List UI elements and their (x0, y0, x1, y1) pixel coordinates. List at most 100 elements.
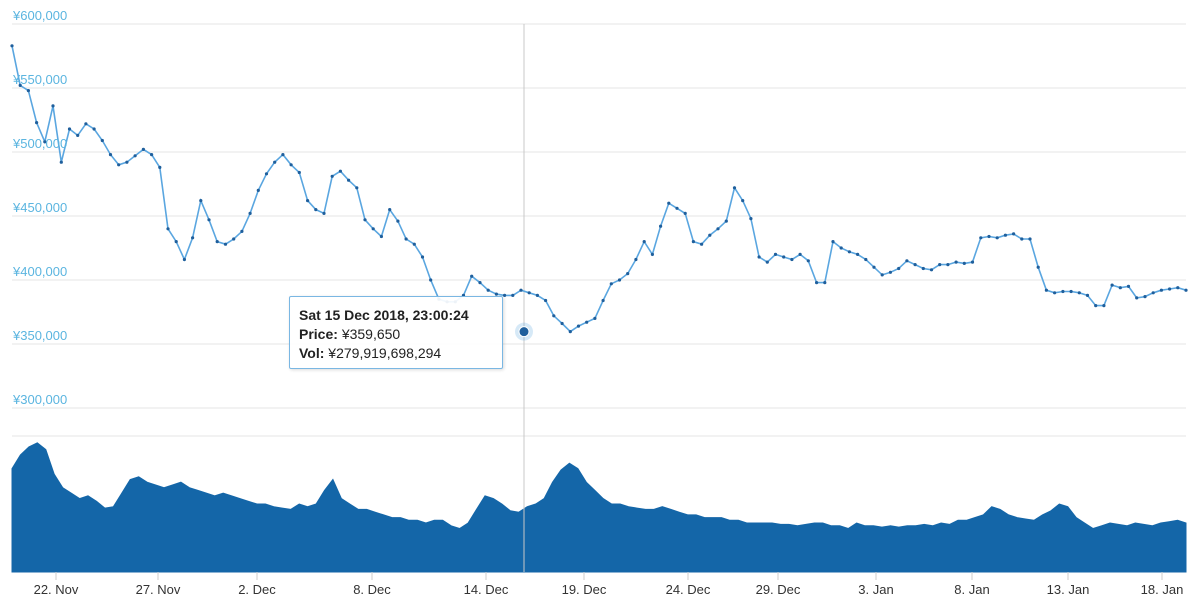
price-point[interactable] (585, 320, 589, 324)
price-point[interactable] (691, 240, 696, 244)
price-point[interactable] (503, 293, 507, 297)
price-point[interactable] (363, 218, 367, 222)
price-point[interactable] (256, 188, 260, 192)
price-point[interactable] (1168, 287, 1172, 291)
price-point[interactable] (429, 278, 433, 282)
price-point[interactable] (593, 316, 597, 320)
price-point[interactable] (1044, 288, 1048, 292)
price-point[interactable] (1085, 293, 1090, 297)
price-point[interactable] (535, 293, 540, 297)
price-point[interactable] (117, 163, 121, 167)
price-point[interactable] (494, 292, 498, 296)
price-point[interactable] (420, 255, 425, 259)
price-point[interactable] (987, 234, 991, 239)
price-point[interactable] (1094, 304, 1098, 308)
price-point[interactable] (716, 227, 720, 231)
price-point[interactable] (125, 160, 129, 164)
price-point[interactable] (18, 83, 22, 87)
price-point[interactable] (478, 281, 482, 285)
price-point[interactable] (182, 257, 186, 262)
price-point[interactable] (732, 186, 737, 190)
price-point[interactable] (1012, 232, 1016, 236)
price-point[interactable] (741, 199, 745, 203)
price-point[interactable] (281, 153, 285, 157)
price-point[interactable] (700, 242, 704, 246)
price-point[interactable] (905, 259, 909, 263)
price-point[interactable] (1069, 289, 1073, 294)
price-point[interactable] (150, 153, 154, 157)
price-point[interactable] (527, 291, 531, 295)
price-point[interactable] (552, 314, 556, 318)
price-point[interactable] (240, 229, 244, 233)
price-point[interactable] (273, 160, 277, 164)
price-point[interactable] (708, 233, 712, 237)
price-point[interactable] (1184, 288, 1188, 292)
price-point[interactable] (880, 273, 884, 277)
price-point[interactable] (617, 278, 622, 282)
price-point[interactable] (1135, 296, 1139, 300)
price-point[interactable] (67, 127, 72, 131)
price-point[interactable] (888, 270, 893, 274)
price-point[interactable] (26, 89, 30, 93)
price-point[interactable] (790, 257, 794, 262)
price-point[interactable] (108, 153, 113, 157)
price-point[interactable] (166, 227, 170, 231)
price-point[interactable] (264, 172, 269, 176)
price-point[interactable] (207, 218, 211, 222)
price-point[interactable] (470, 274, 474, 278)
price-point[interactable] (35, 121, 39, 125)
price-point[interactable] (929, 268, 934, 272)
price-point[interactable] (174, 240, 178, 244)
price-point[interactable] (995, 236, 999, 240)
price-point[interactable] (379, 234, 383, 239)
price-point[interactable] (371, 227, 375, 231)
price-point[interactable] (158, 165, 162, 169)
price-series[interactable] (10, 44, 1188, 334)
price-point[interactable] (1036, 265, 1040, 269)
price-point[interactable] (223, 242, 228, 246)
price-point[interactable] (215, 240, 219, 244)
price-point[interactable] (823, 281, 827, 285)
price-point[interactable] (84, 122, 88, 126)
price-point[interactable] (51, 104, 55, 108)
price-point[interactable] (330, 174, 334, 178)
price-point[interactable] (946, 263, 950, 267)
price-point[interactable] (1102, 304, 1106, 308)
price-point[interactable] (92, 127, 96, 131)
price-point[interactable] (511, 293, 515, 297)
price-point[interactable] (388, 208, 392, 212)
price-point[interactable] (683, 211, 687, 215)
price-point[interactable] (306, 199, 310, 203)
price-point[interactable] (289, 163, 293, 167)
price-point[interactable] (815, 281, 819, 285)
price-point[interactable] (133, 154, 137, 158)
price-point[interactable] (544, 298, 548, 303)
price-point[interactable] (724, 219, 728, 223)
price-point[interactable] (864, 257, 868, 262)
price-point[interactable] (1126, 284, 1131, 288)
price-point[interactable] (347, 178, 351, 182)
price-point[interactable] (979, 236, 983, 240)
price-point[interactable] (856, 252, 860, 256)
price-point[interactable] (757, 255, 761, 259)
price-point[interactable] (1151, 291, 1155, 295)
price-point[interactable] (338, 169, 342, 173)
price-point[interactable] (1053, 291, 1057, 295)
price-point[interactable] (100, 138, 104, 143)
price-point[interactable] (76, 133, 80, 137)
price-point[interactable] (297, 170, 301, 175)
price-point[interactable] (765, 260, 769, 264)
price-point[interactable] (806, 259, 810, 263)
price-point[interactable] (839, 246, 843, 250)
price-point[interactable] (1176, 286, 1180, 290)
price-line[interactable] (11, 45, 1187, 333)
price-point[interactable] (954, 260, 958, 264)
price-point[interactable] (404, 237, 408, 241)
price-point[interactable] (355, 186, 359, 190)
price-point[interactable] (847, 250, 852, 254)
price-point[interactable] (141, 147, 145, 151)
price-point[interactable] (831, 240, 835, 244)
price-point[interactable] (913, 263, 917, 267)
